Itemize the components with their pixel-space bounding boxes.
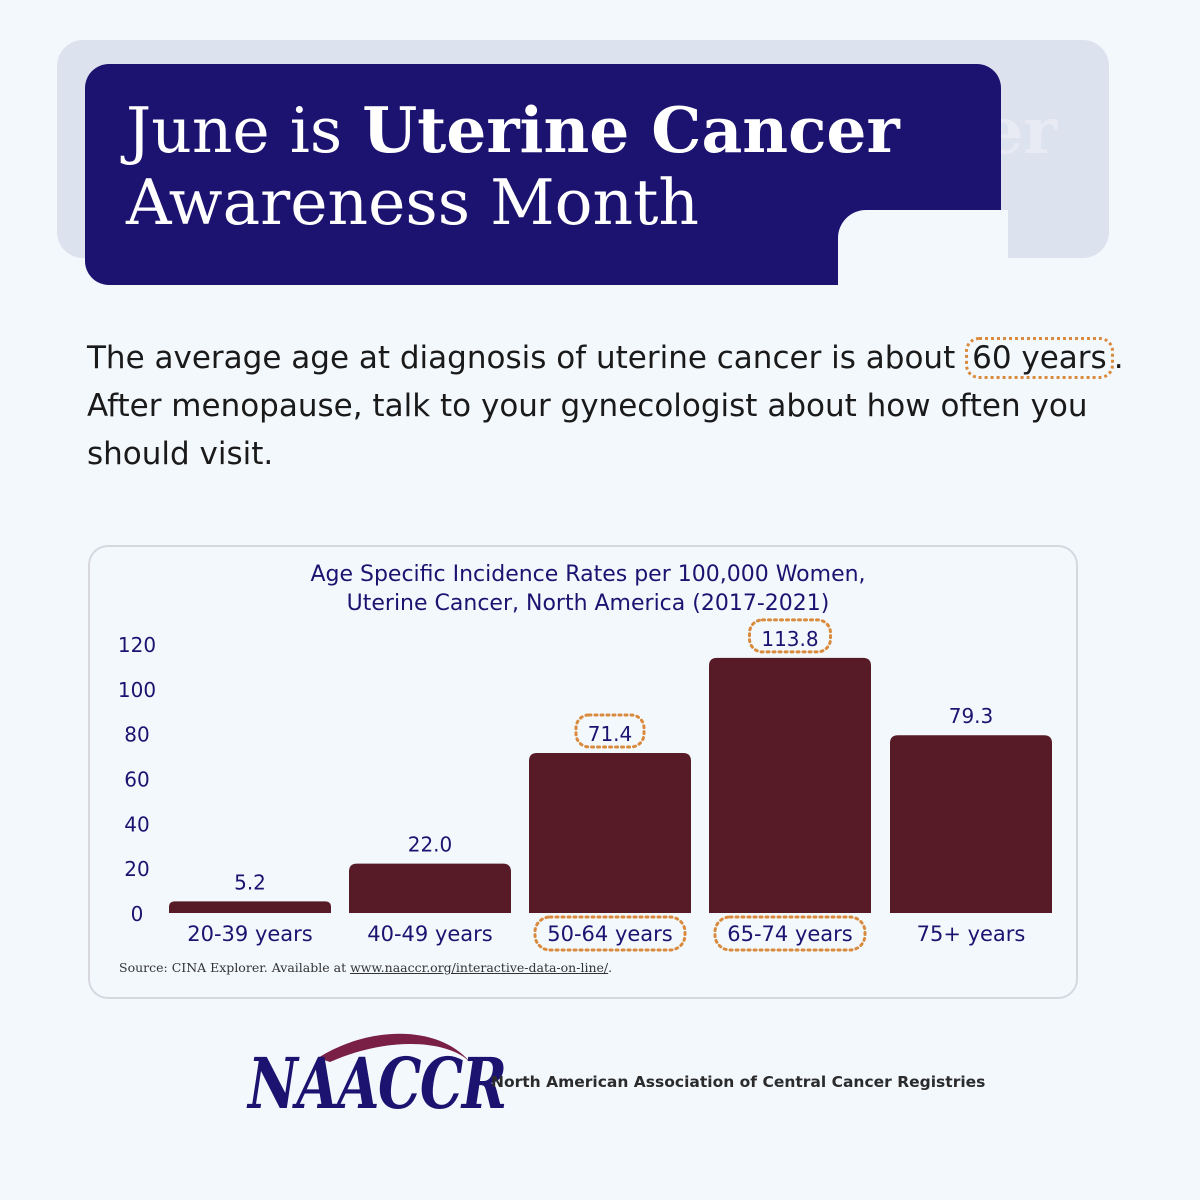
y-tick-label: 60 — [124, 768, 149, 792]
bar-value-label: 22.0 — [408, 833, 453, 857]
x-tick-label: 75+ years — [917, 922, 1026, 946]
bar-value-label: 79.3 — [949, 704, 994, 728]
value-highlight — [574, 713, 646, 749]
source-suffix: . — [608, 960, 613, 975]
title-line2: Awareness Month — [126, 166, 699, 239]
chart-title-line2: Uterine Cancer, North America (2017-2021… — [346, 591, 830, 616]
source-link[interactable]: www.naaccr.org/interactive-data-on-line/ — [350, 960, 609, 975]
org-name: North American Association of Central Ca… — [491, 1073, 986, 1091]
logo-text: NAACCR — [248, 1042, 507, 1125]
x-tick-label: 50-64 years — [547, 922, 673, 946]
page-title: June is Uterine Cancer Awareness Month — [126, 94, 900, 239]
intro-paragraph: The average age at diagnosis of uterine … — [87, 334, 1127, 478]
y-tick-label: 40 — [124, 812, 149, 836]
value-highlight — [748, 618, 832, 654]
y-tick-label: 80 — [124, 723, 149, 747]
y-tick-label: 20 — [124, 857, 149, 881]
bar-value-label: 113.8 — [761, 627, 818, 651]
source-note: Source: CINA Explorer. Available at www.… — [119, 960, 612, 975]
bar-value-label: 5.2 — [234, 870, 266, 894]
x-tick-label: 40-49 years — [367, 922, 493, 946]
bar — [709, 657, 871, 913]
x-tick-label: 20-39 years — [187, 922, 313, 946]
chart-title: Age Specific Incidence Rates per 100,000… — [88, 560, 1088, 618]
intro-part2: . After menopause, talk to your gynecolo… — [87, 340, 1124, 472]
bar — [169, 901, 331, 913]
y-tick-label: 100 — [118, 678, 156, 702]
intro-highlight: 60 years — [965, 337, 1114, 379]
x-tick-label: 65-74 years — [727, 922, 853, 946]
category-highlight — [533, 915, 687, 952]
naaccr-logo: NAACCR — [248, 1022, 507, 1132]
bar-value-label: 71.4 — [588, 722, 633, 746]
logo-swoosh-icon — [318, 1033, 470, 1062]
y-tick-label: 120 — [118, 633, 156, 657]
title-bold: Uterine Cancer — [362, 93, 900, 167]
source-prefix: Source: CINA Explorer. Available at — [119, 960, 351, 975]
intro-part1: The average age at diagnosis of uterine … — [87, 340, 966, 376]
bar — [349, 863, 511, 913]
y-tick-label: 0 — [131, 902, 144, 926]
bar — [890, 735, 1052, 913]
title-plain: June is — [126, 94, 363, 167]
bar — [529, 752, 691, 913]
chart-title-line1: Age Specific Incidence Rates per 100,000… — [310, 562, 866, 587]
title-notch — [838, 210, 1008, 290]
category-highlight — [713, 915, 867, 952]
